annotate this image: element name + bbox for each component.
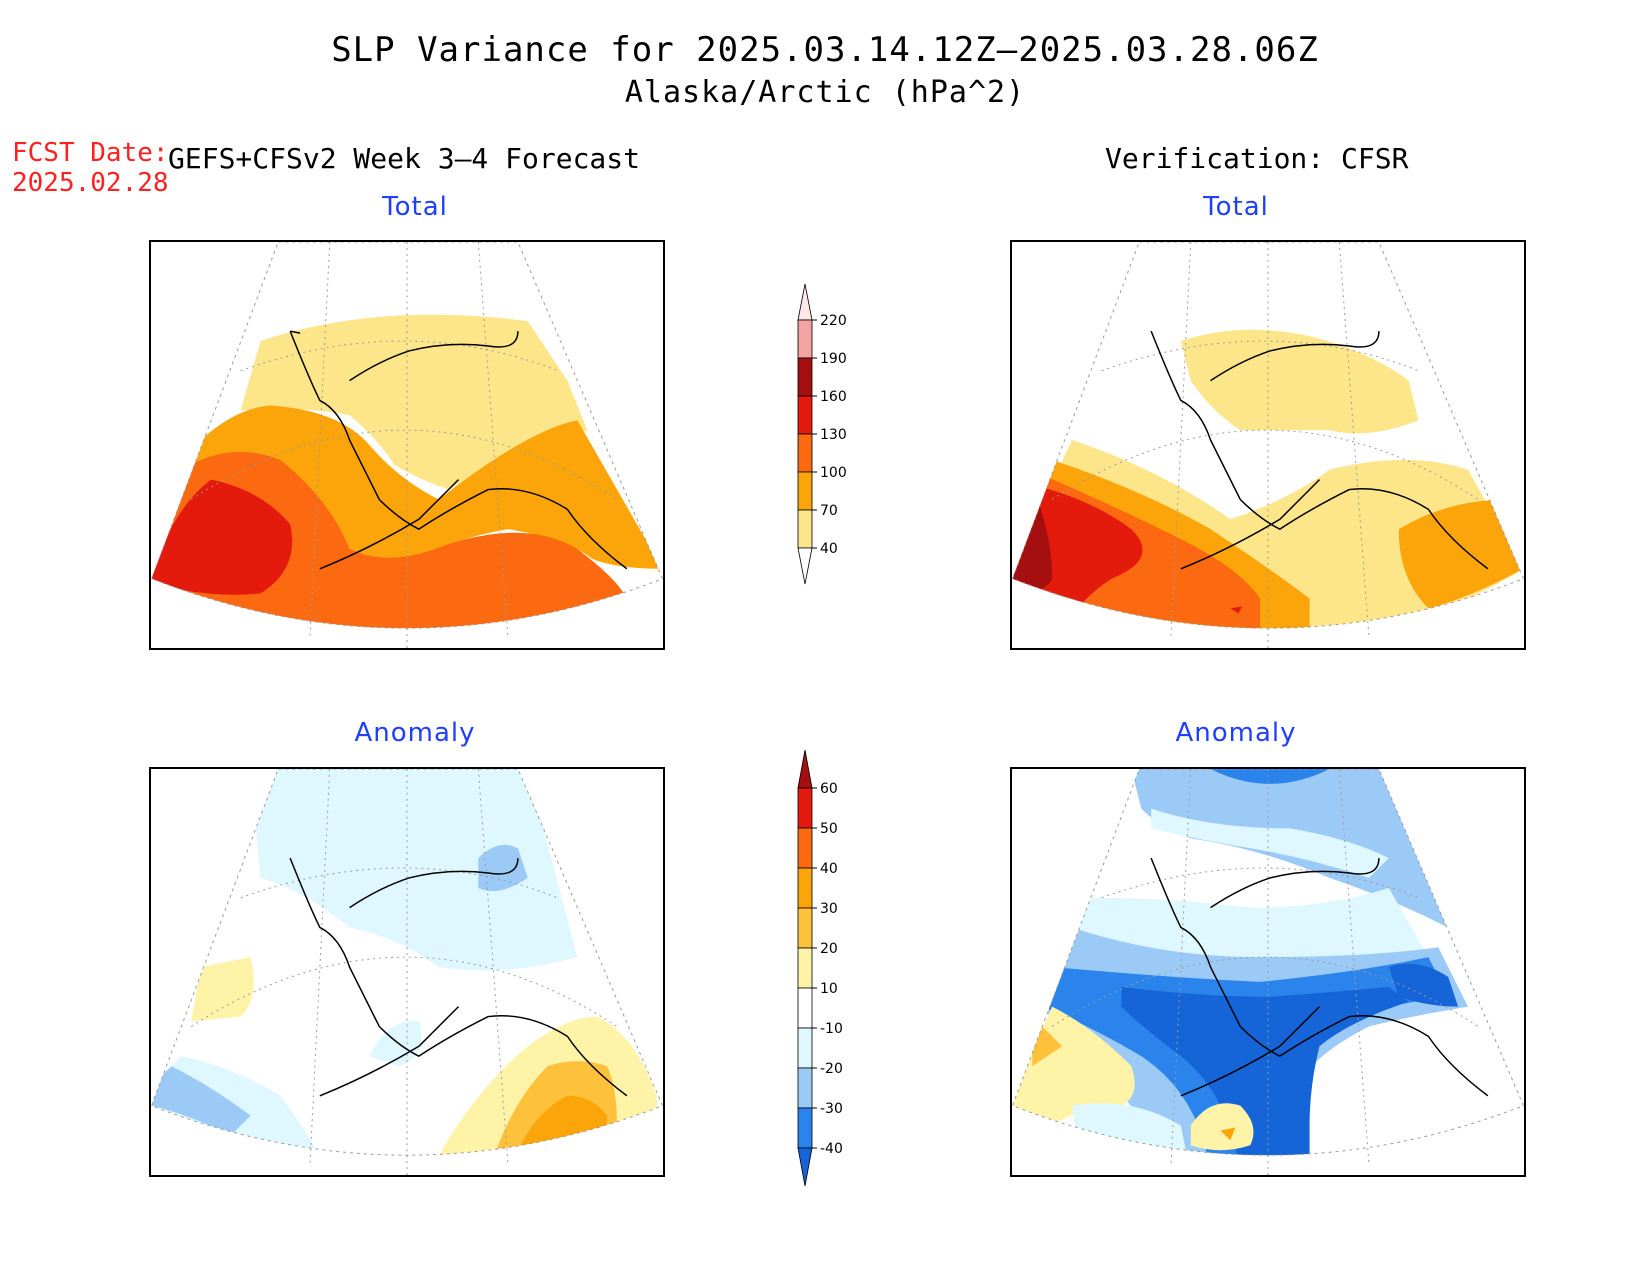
colorbar-box bbox=[797, 907, 813, 949]
forecast-anomaly-field bbox=[151, 769, 663, 1175]
colorbar-bottom-triangle bbox=[797, 1147, 813, 1187]
colorbar-tick-label: -40 bbox=[820, 1141, 843, 1157]
forecast-total-field bbox=[151, 242, 663, 648]
verification-anomaly-field bbox=[1012, 769, 1524, 1175]
colorbar-box bbox=[797, 319, 813, 359]
verification-anomaly-title: Anomaly bbox=[1175, 718, 1297, 748]
colorbar-tick-label: 70 bbox=[820, 503, 838, 519]
chart-title: SLP Variance for 2025.03.14.12Z–2025.03.… bbox=[331, 30, 1319, 70]
colorbar-tick-label: 130 bbox=[820, 427, 847, 443]
colorbar-tick-label: -10 bbox=[820, 1021, 843, 1037]
forecast-total-map bbox=[149, 240, 665, 650]
colorbar-box bbox=[797, 1027, 813, 1069]
colorbar-box bbox=[797, 987, 813, 1029]
colorbar-box bbox=[797, 395, 813, 435]
colorbar-tick-label: 100 bbox=[820, 465, 847, 481]
forecast-date-value: 2025.02.28 bbox=[12, 168, 169, 198]
forecast-column-heading: GEFS+CFSv2 Week 3–4 Forecast bbox=[168, 142, 641, 175]
colorbar-box bbox=[797, 509, 813, 549]
forecast-anomaly-title: Anomaly bbox=[354, 718, 476, 748]
colorbar-box bbox=[797, 471, 813, 511]
colorbar-box bbox=[797, 787, 813, 829]
colorbar-tick-label: 20 bbox=[820, 941, 838, 957]
colorbar-box bbox=[797, 357, 813, 397]
chart-subtitle: Alaska/Arctic (hPa^2) bbox=[624, 75, 1026, 110]
colorbar-tick-label: -20 bbox=[820, 1061, 843, 1077]
colorbar-top-triangle bbox=[797, 749, 813, 789]
colorbar-top-triangle bbox=[797, 283, 813, 321]
colorbar-tick-label: 60 bbox=[820, 781, 838, 797]
forecast-total-title: Total bbox=[382, 192, 448, 222]
forecast-date-label: FCST Date: bbox=[12, 138, 169, 168]
colorbar-box bbox=[797, 433, 813, 473]
colorbar-box bbox=[797, 1067, 813, 1109]
verification-column-heading: Verification: CFSR bbox=[1105, 142, 1409, 175]
colorbar-box bbox=[797, 947, 813, 989]
colorbar-tick-label: 10 bbox=[820, 981, 838, 997]
colorbar-tick-label: 220 bbox=[820, 313, 847, 329]
colorbar-tick-label: 40 bbox=[820, 541, 838, 557]
colorbar-tick-label: -30 bbox=[820, 1101, 843, 1117]
forecast-anomaly-map bbox=[149, 767, 665, 1177]
total-colorbar: 40 70 100 130 160 190 220 bbox=[797, 283, 847, 585]
verification-total-field bbox=[1012, 242, 1524, 648]
colorbar-box bbox=[797, 1107, 813, 1149]
colorbar-tick-label: 30 bbox=[820, 901, 838, 917]
colorbar-tick-label: 40 bbox=[820, 861, 838, 877]
colorbar-tick-label: 50 bbox=[820, 821, 838, 837]
colorbar-tick-label: 160 bbox=[820, 389, 847, 405]
colorbar-box bbox=[797, 867, 813, 909]
colorbar-bottom-triangle bbox=[797, 547, 813, 585]
verification-anomaly-map bbox=[1010, 767, 1526, 1177]
anomaly-colorbar: -40 -30 -20 -10 10 20 30 40 50 60 bbox=[797, 749, 843, 1187]
verification-total-title: Total bbox=[1203, 192, 1269, 222]
verification-total-map bbox=[1010, 240, 1526, 650]
colorbar-box bbox=[797, 827, 813, 869]
colorbar-tick-label: 190 bbox=[820, 351, 847, 367]
